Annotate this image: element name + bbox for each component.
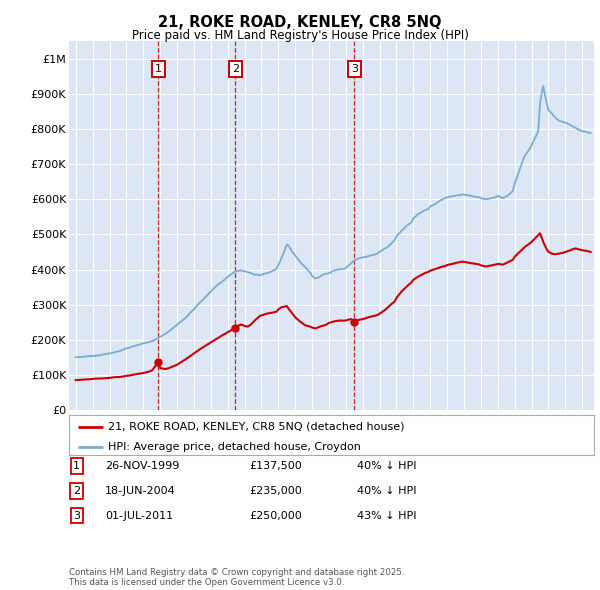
Text: 40% ↓ HPI: 40% ↓ HPI bbox=[357, 461, 416, 471]
Text: 21, ROKE ROAD, KENLEY, CR8 5NQ (detached house): 21, ROKE ROAD, KENLEY, CR8 5NQ (detached… bbox=[109, 422, 405, 432]
Text: Price paid vs. HM Land Registry's House Price Index (HPI): Price paid vs. HM Land Registry's House … bbox=[131, 30, 469, 42]
Text: 01-JUL-2011: 01-JUL-2011 bbox=[105, 511, 173, 520]
Text: 3: 3 bbox=[351, 64, 358, 74]
Text: 21, ROKE ROAD, KENLEY, CR8 5NQ: 21, ROKE ROAD, KENLEY, CR8 5NQ bbox=[158, 15, 442, 30]
Text: 40% ↓ HPI: 40% ↓ HPI bbox=[357, 486, 416, 496]
Text: £235,000: £235,000 bbox=[249, 486, 302, 496]
Text: £250,000: £250,000 bbox=[249, 511, 302, 520]
Text: HPI: Average price, detached house, Croydon: HPI: Average price, detached house, Croy… bbox=[109, 442, 361, 452]
Text: 26-NOV-1999: 26-NOV-1999 bbox=[105, 461, 179, 471]
Text: 43% ↓ HPI: 43% ↓ HPI bbox=[357, 511, 416, 520]
Text: 3: 3 bbox=[73, 511, 80, 520]
Text: 18-JUN-2004: 18-JUN-2004 bbox=[105, 486, 176, 496]
Text: 2: 2 bbox=[232, 64, 239, 74]
Text: Contains HM Land Registry data © Crown copyright and database right 2025.
This d: Contains HM Land Registry data © Crown c… bbox=[69, 568, 404, 587]
Text: 2: 2 bbox=[73, 486, 80, 496]
Text: 1: 1 bbox=[73, 461, 80, 471]
Text: £137,500: £137,500 bbox=[249, 461, 302, 471]
Text: 1: 1 bbox=[155, 64, 162, 74]
